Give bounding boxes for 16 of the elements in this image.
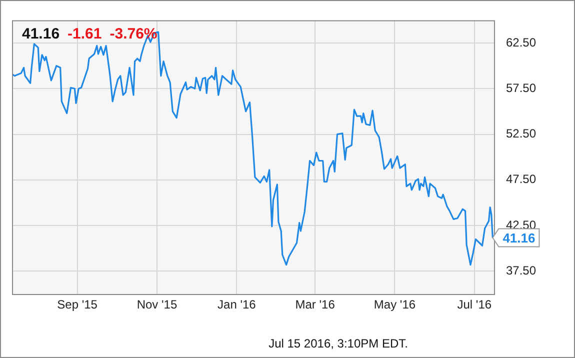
annotation: 41.16 [502, 230, 536, 246]
text: Jul 15 2016, 3:10PM EDT. [268, 336, 408, 350]
x-tick-label: Nov '15 [136, 298, 178, 312]
annotation: -1.61 [68, 25, 102, 42]
y-tick-label: 57.50 [506, 80, 536, 95]
y-tick-label: 52.50 [506, 126, 536, 141]
x-tick-label: Jul '16 [457, 298, 492, 312]
y-tick-label: 62.50 [506, 35, 536, 50]
y-tick-label: 37.50 [506, 263, 536, 278]
annotation: 41.16 [22, 25, 60, 42]
annotation: -3.76% [110, 25, 158, 42]
x-tick-label: Mar '16 [295, 298, 336, 312]
y-tick-label: 47.50 [506, 172, 536, 186]
x-tick-label: May '16 [374, 298, 416, 312]
x-tick-label: Sep '15 [57, 298, 98, 312]
x-tick-label: Jan '16 [218, 298, 256, 312]
